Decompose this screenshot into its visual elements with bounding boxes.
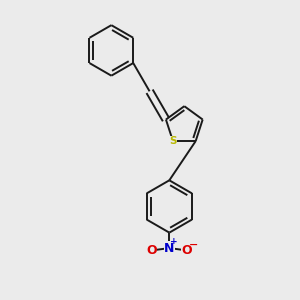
Text: +: + [170,237,178,246]
Text: N: N [164,242,175,255]
Text: O: O [182,244,193,257]
Text: S: S [169,136,177,146]
Text: O: O [146,244,157,257]
Text: −: − [189,239,198,250]
